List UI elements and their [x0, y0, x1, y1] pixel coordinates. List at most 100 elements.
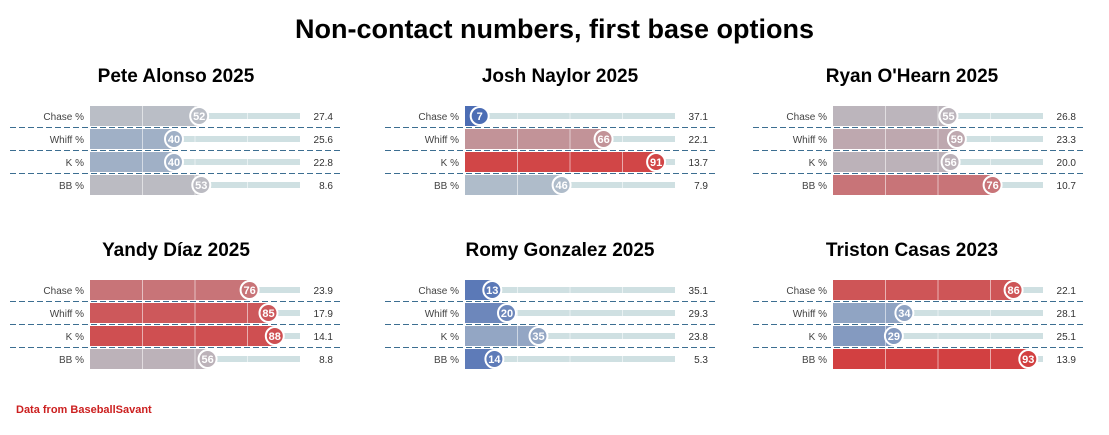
stat-value: 17.9 — [314, 309, 334, 320]
percentile-circle — [940, 152, 961, 172]
percentile-circle — [482, 280, 503, 300]
chart-title: Pete Alonso 2025 — [98, 66, 255, 87]
stat-value: 22.1 — [689, 135, 709, 146]
percentile-label: 86 — [1007, 285, 1019, 297]
percentile-bar — [90, 349, 208, 369]
percentile-bar — [465, 175, 562, 195]
category-label: BB % — [59, 181, 84, 192]
percentile-label: 14 — [488, 354, 501, 366]
category-label: Chase % — [43, 112, 84, 123]
percentile-circle — [946, 129, 967, 149]
percentile-label: 85 — [262, 308, 274, 320]
chart-panel-6: Triston Casas 2023 86 Chase % 22.1 34 Whiff %… — [753, 240, 1083, 369]
percentile-circle — [469, 106, 490, 126]
chart-title: Josh Naylor 2025 — [482, 66, 639, 87]
stat-value: 13.9 — [1057, 355, 1077, 366]
percentile-label: 88 — [269, 331, 281, 343]
percentile-bar — [465, 129, 604, 149]
main-title: Non-contact numbers, first base options — [294, 14, 815, 44]
percentile-label: 7 — [477, 111, 483, 123]
percentile-label: 46 — [555, 180, 567, 192]
percentile-circle — [883, 326, 904, 346]
percentile-bar — [833, 152, 951, 172]
percentile-circle — [164, 129, 184, 149]
category-label: Chase % — [786, 112, 827, 123]
stat-value: 13.7 — [689, 158, 709, 169]
category-label: K % — [66, 158, 84, 169]
percentile-label: 20 — [501, 308, 513, 320]
source-note: Data from BaseballSavant — [16, 404, 152, 416]
percentile-bar — [90, 152, 174, 172]
stat-value: 8.8 — [319, 355, 333, 366]
chart-title: Yandy Díaz 2025 — [102, 240, 250, 261]
category-label: K % — [441, 158, 459, 169]
chart-panel-3: Ryan O'Hearn 2025 55 Chase % 26.8 59 Whiff % 2… — [753, 66, 1083, 195]
category-label: BB % — [59, 355, 84, 366]
chart-title: Ryan O'Hearn 2025 — [826, 66, 999, 87]
percentile-circle — [189, 106, 210, 126]
percentile-circle — [164, 152, 184, 172]
stat-value: 5.3 — [694, 355, 708, 366]
category-label: Whiff % — [425, 309, 459, 320]
category-label: Whiff % — [50, 309, 84, 320]
stat-value: 14.1 — [314, 332, 334, 343]
percentile-bar — [90, 129, 174, 149]
stat-value: 23.9 — [314, 286, 334, 297]
category-label: Chase % — [418, 286, 459, 297]
percentile-bar — [465, 303, 507, 323]
category-label: K % — [441, 332, 459, 343]
percentile-label: 66 — [597, 134, 609, 146]
percentile-label: 52 — [193, 111, 205, 123]
percentile-circle — [528, 326, 549, 346]
percentile-circle — [497, 303, 517, 323]
percentile-bar — [90, 280, 250, 300]
category-label: Whiff % — [425, 135, 459, 146]
percentile-circle — [894, 303, 915, 323]
stat-value: 23.8 — [689, 332, 709, 343]
percentile-bar — [833, 175, 993, 195]
percentile-circle — [258, 303, 279, 323]
percentile-bar — [90, 175, 202, 195]
percentile-circle — [484, 349, 505, 369]
percentile-bar — [465, 326, 539, 346]
percentile-label: 53 — [195, 180, 207, 192]
percentile-bar — [90, 303, 269, 323]
stat-value: 25.1 — [1057, 332, 1077, 343]
stat-value: 27.4 — [314, 112, 334, 123]
percentile-label: 13 — [486, 285, 498, 297]
percentile-circle — [191, 175, 212, 195]
percentile-circle — [264, 326, 285, 346]
chart-title: Triston Casas 2023 — [826, 240, 998, 261]
category-label: BB % — [434, 181, 459, 192]
percentile-circle — [938, 106, 959, 126]
category-label: BB % — [802, 355, 827, 366]
stat-value: 22.1 — [1057, 286, 1077, 297]
percentile-label: 76 — [243, 285, 255, 297]
stat-value: 23.3 — [1057, 135, 1077, 146]
stat-value: 22.8 — [314, 158, 334, 169]
category-label: K % — [809, 332, 827, 343]
stat-value: 25.6 — [314, 135, 334, 146]
percentile-circle — [1003, 280, 1024, 300]
stat-value: 37.1 — [689, 112, 709, 123]
category-label: Chase % — [43, 286, 84, 297]
percentile-label: 76 — [986, 180, 998, 192]
percentile-bar — [833, 280, 1014, 300]
percentile-label: 29 — [888, 331, 900, 343]
stat-value: 7.9 — [694, 181, 708, 192]
chart-panel-4: Yandy Díaz 2025 76 Chase % 23.9 85 Whiff % 17.… — [10, 240, 340, 369]
chart-panel-2: Josh Naylor 2025 7 Chase % 37.1 66 Whiff % 22.… — [385, 66, 715, 195]
percentile-label: 59 — [951, 134, 963, 146]
percentile-label: 34 — [898, 308, 911, 320]
percentile-label: 93 — [1022, 354, 1034, 366]
chart-panel-5: Romy Gonzalez 2025 13 Chase % 35.1 20 Whiff %… — [385, 240, 715, 369]
percentile-circle — [197, 349, 218, 369]
stat-value: 35.1 — [689, 286, 709, 297]
percentile-bar — [833, 326, 894, 346]
percentile-label: 40 — [168, 134, 180, 146]
category-label: Chase % — [786, 286, 827, 297]
percentile-circle — [593, 129, 614, 149]
percentile-bar — [465, 152, 657, 172]
percentile-circle — [1018, 349, 1039, 369]
